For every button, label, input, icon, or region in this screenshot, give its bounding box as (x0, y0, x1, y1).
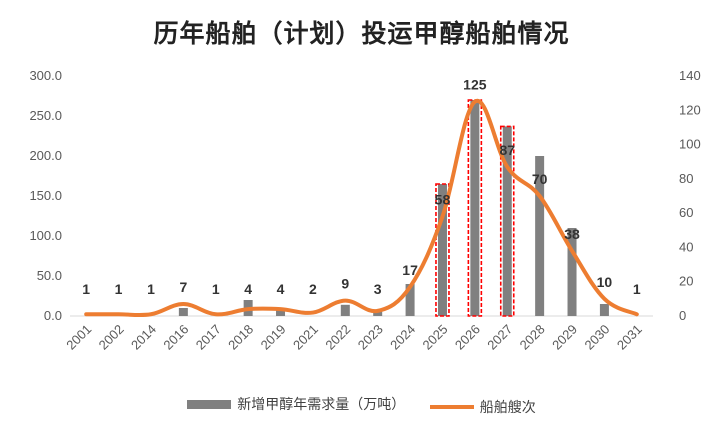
bar (178, 308, 188, 316)
data-label: 1 (212, 281, 220, 297)
bar (276, 309, 286, 316)
bar (373, 311, 383, 316)
y-left-tick-label: 300.0 (29, 68, 62, 83)
bar-highlight-outline (435, 183, 450, 317)
legend-label-bar: 新增甲醇年需求量（万吨） (237, 397, 406, 413)
data-label: 1 (82, 281, 90, 297)
y-left-tick-label: 0.0 (44, 308, 62, 323)
x-axis-tick-labels: 2001 2002 2014 2016 2017 2018 2019 2021 2022 2023… (63, 322, 645, 353)
x-tick-label: 2019 (258, 322, 289, 353)
bar (567, 228, 577, 316)
x-tick-label: 2029 (549, 322, 580, 353)
legend-swatch-bar (187, 399, 232, 409)
y-right-tick-label: 40 (679, 239, 693, 254)
data-label: 10 (597, 274, 613, 290)
y-right-tick-label: 120 (679, 102, 701, 117)
y-left-tick-label: 150.0 (29, 188, 62, 203)
bar (599, 304, 609, 316)
y-left-tick-label: 100.0 (29, 228, 62, 243)
legend-swatch-line (429, 404, 474, 409)
x-tick-label: 2031 (614, 322, 645, 353)
bar (535, 156, 545, 316)
y-right-tick-label: 80 (679, 171, 693, 186)
y-right-tick-label: 60 (679, 205, 693, 220)
data-label: 1 (633, 281, 641, 297)
bar-highlight-outline (499, 125, 515, 317)
data-label: 4 (244, 281, 252, 297)
bar (470, 100, 480, 316)
axes: 0.0 50.0 100.0 150.0 200.0 250.0 300.0 0 20 40 60 8… (29, 68, 700, 323)
data-label: 87 (499, 142, 515, 158)
x-tick-label: 2027 (484, 322, 515, 353)
x-tick-label: 2018 (225, 322, 256, 353)
legend-item-line[interactable]: 船舶艘次 (429, 397, 536, 417)
x-tick-label: 2021 (290, 322, 321, 353)
y-left-tick-label: 200.0 (29, 148, 62, 163)
y-right-tick-label: 0 (679, 308, 686, 323)
legend-item-bar[interactable]: 新增甲醇年需求量（万吨） (187, 394, 405, 414)
data-label: 3 (374, 281, 382, 297)
bar (437, 184, 447, 316)
x-tick-label: 2001 (63, 322, 94, 353)
x-tick-label: 2026 (452, 322, 483, 353)
data-label: 38 (564, 226, 580, 242)
y-right-tick-label: 140 (679, 68, 701, 83)
line-series (84, 98, 639, 318)
x-tick-label: 2002 (96, 322, 127, 353)
bar-series (178, 99, 609, 317)
x-tick-label: 2025 (420, 322, 451, 353)
data-label: 9 (341, 276, 349, 292)
data-label: 17 (402, 262, 418, 278)
y-left-tick-label: 250.0 (29, 108, 62, 123)
line-path (84, 98, 639, 318)
chart-title: 历年船舶（计划）投运甲醇船舶情况 (153, 19, 570, 48)
legend-label-line: 船舶艘次 (479, 399, 536, 416)
bar (405, 284, 415, 316)
data-label: 1 (147, 281, 155, 297)
data-label: 4 (277, 281, 285, 297)
x-tick-label: 2023 (355, 322, 386, 353)
data-label: 70 (532, 171, 548, 187)
bar (502, 126, 512, 317)
bar (340, 304, 350, 316)
x-tick-label: 2017 (193, 322, 224, 353)
x-tick-label: 2022 (322, 322, 353, 353)
data-label: 2 (309, 281, 317, 297)
data-label: 7 (179, 279, 187, 295)
y-right-tick-label: 100 (679, 137, 701, 152)
x-tick-label: 2028 (517, 322, 548, 353)
x-tick-label: 2024 (387, 322, 418, 353)
data-label: 58 (435, 192, 451, 208)
x-tick-label: 2016 (160, 322, 191, 353)
data-label: 125 (463, 77, 487, 93)
legend: 新增甲醇年需求量（万吨） 船舶艘次 (0, 394, 723, 417)
x-tick-label: 2030 (581, 322, 612, 353)
x-tick-label: 2014 (128, 322, 159, 353)
data-label: 1 (115, 281, 123, 297)
y-right-tick-label: 20 (679, 274, 693, 289)
y-left-tick-label: 50.0 (37, 268, 62, 283)
